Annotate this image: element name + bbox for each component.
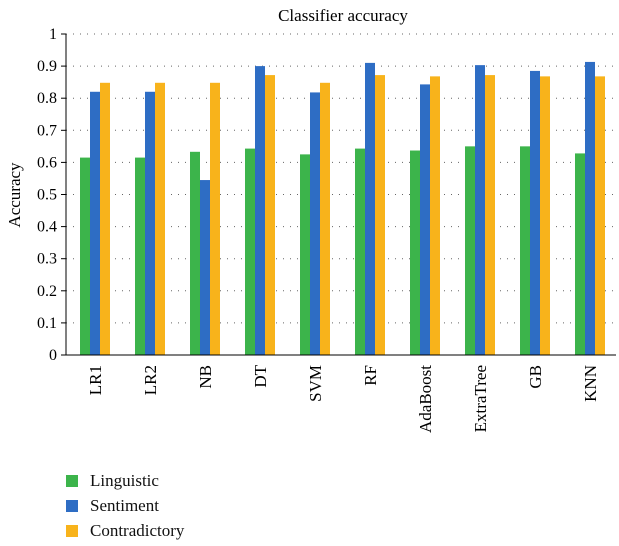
y-tick-label: 0.9 — [37, 58, 57, 75]
bar-linguistic-svm — [300, 154, 310, 355]
legend-item: Linguistic — [66, 470, 184, 492]
x-tick-label: LR1 — [86, 365, 105, 395]
y-axis-ticks: 0 0.1 0.2 0.3 0.4 0.5 0.6 0.7 0.8 0.9 1 — [37, 26, 66, 364]
legend-label: Linguistic — [90, 471, 159, 490]
bar-contradictory-lr2 — [155, 82, 165, 356]
x-tick-label: SVM — [306, 365, 325, 402]
x-tick-label: ExtraTree — [471, 365, 490, 432]
bar-sentiment-rf — [365, 62, 375, 355]
legend-swatch — [66, 525, 78, 537]
legend-swatch — [66, 500, 78, 512]
y-axis-label: Accuracy — [5, 162, 24, 228]
y-tick-label: 0 — [49, 347, 57, 364]
bars — [80, 61, 605, 356]
bar-linguistic-lr2 — [135, 157, 145, 355]
bar-contradictory-adaboost — [430, 76, 440, 355]
bar-sentiment-gb — [530, 70, 540, 355]
y-tick-label: 0.2 — [37, 283, 57, 300]
y-tick-label: 0.5 — [37, 187, 57, 204]
bar-contradictory-svm — [320, 82, 330, 356]
x-tick-label: GB — [526, 365, 545, 389]
bar-sentiment-lr1 — [90, 91, 100, 355]
bar-sentiment-nb — [200, 180, 210, 355]
bar-linguistic-adaboost — [410, 150, 420, 355]
legend: Linguistic Sentiment Contradictory — [66, 470, 184, 545]
y-tick-label: 0.3 — [37, 251, 57, 268]
x-tick-label: AdaBoost — [416, 365, 435, 433]
bar-contradictory-gb — [540, 76, 550, 355]
bar-sentiment-dt — [255, 66, 265, 355]
bar-contradictory-dt — [265, 75, 275, 355]
x-axis-ticks: LR1 LR2 NB DT SVM RF AdaBoost ExtraTree GB KNN — [86, 364, 600, 433]
x-tick-label: RF — [361, 365, 380, 386]
bar-contradictory-rf — [375, 75, 385, 355]
legend-item: Sentiment — [66, 495, 184, 517]
y-tick-label: 1 — [49, 26, 57, 43]
bar-chart: Classifier accuracy 00.10.20.30.40.50.60… — [5, 6, 616, 433]
y-tick-label: 0.7 — [37, 122, 57, 139]
bar-linguistic-gb — [520, 146, 530, 355]
x-tick-label: NB — [196, 365, 215, 389]
y-tick-label: 0.8 — [37, 90, 57, 107]
bar-contradictory-lr1 — [100, 82, 110, 356]
bar-linguistic-lr1 — [80, 157, 90, 355]
x-tick-label: KNN — [581, 365, 600, 402]
y-tick-label: 0.4 — [37, 219, 57, 236]
y-tick-label: 0.6 — [37, 154, 57, 171]
y-tick-label: 0.1 — [37, 315, 57, 332]
chart-title: Classifier accuracy — [278, 6, 408, 25]
bar-sentiment-adaboost — [420, 84, 430, 355]
bar-linguistic-knn — [575, 153, 585, 355]
bar-sentiment-knn — [585, 61, 595, 355]
legend-label: Sentiment — [90, 496, 159, 515]
bar-linguistic-dt — [245, 148, 255, 355]
bar-sentiment-extratree — [475, 65, 485, 356]
bar-sentiment-lr2 — [145, 91, 155, 355]
bar-contradictory-knn — [595, 76, 605, 355]
bar-contradictory-nb — [210, 82, 220, 356]
bar-linguistic-rf — [355, 148, 365, 355]
bar-linguistic-extratree — [465, 146, 475, 355]
x-tick-label: LR2 — [141, 365, 160, 395]
legend-label: Contradictory — [90, 521, 185, 540]
legend-item: Contradictory — [66, 520, 184, 542]
bar-contradictory-extratree — [485, 75, 495, 355]
x-tick-label: DT — [251, 364, 270, 387]
bar-linguistic-nb — [190, 151, 200, 355]
legend-swatch — [66, 475, 78, 487]
bar-sentiment-svm — [310, 92, 320, 355]
